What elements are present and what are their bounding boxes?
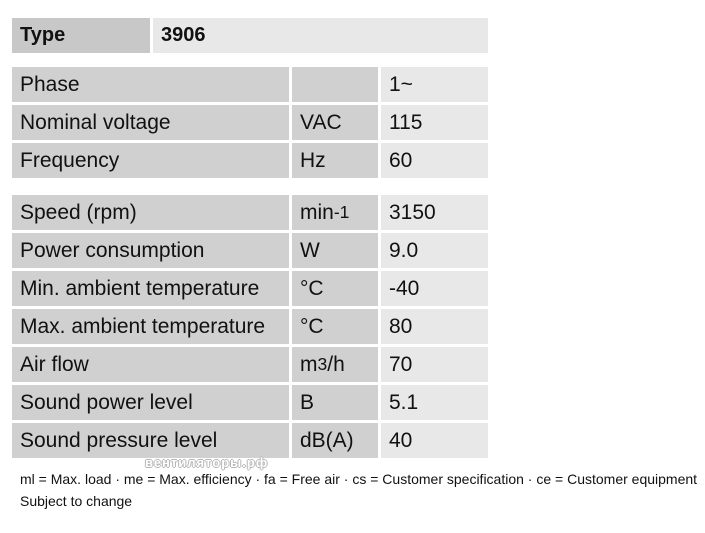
- row-value: -40: [381, 271, 488, 306]
- row-label: Power consumption: [12, 233, 289, 268]
- unit-base: °C: [300, 276, 324, 300]
- table-row: Phase 1~: [12, 67, 488, 102]
- subject-to-change-note: Subject to change: [20, 493, 133, 509]
- row-value: 1~: [381, 67, 488, 102]
- table-row: Min. ambient temperature °C -40: [12, 271, 488, 306]
- unit-superscript: -1: [333, 202, 350, 222]
- table-row: Sound power level B 5.1: [12, 385, 488, 420]
- row-label: Air flow: [12, 347, 289, 382]
- row-unit: m 3/h: [292, 347, 378, 382]
- row-value: 3150: [381, 195, 488, 230]
- row-unit: Hz: [292, 143, 378, 178]
- type-label: Type: [12, 18, 150, 53]
- unit-tail: /h: [327, 352, 345, 376]
- row-value: 80: [381, 309, 488, 344]
- performance-table: Speed (rpm) min -1 3150 Power consumption…: [12, 195, 488, 461]
- unit-superscript: 3: [317, 354, 328, 374]
- watermark: вентиляторы.рф: [145, 455, 269, 470]
- unit-base: W: [300, 238, 320, 262]
- electrical-table: Phase 1~ Nominal voltage VAC 115 Frequen…: [12, 67, 488, 181]
- row-value: 70: [381, 347, 488, 382]
- unit-base: dB(A): [300, 428, 354, 452]
- table-row: Nominal voltage VAC 115: [12, 105, 488, 140]
- row-label: Sound pressure level: [12, 423, 289, 458]
- unit-base: °C: [300, 314, 324, 338]
- row-unit: dB(A): [292, 423, 378, 458]
- row-unit: min -1: [292, 195, 378, 230]
- row-unit: W: [292, 233, 378, 268]
- type-value: 3906: [153, 18, 488, 53]
- table-row: Air flow m 3/h 70: [12, 347, 488, 382]
- row-value: 40: [381, 423, 488, 458]
- row-unit: °C: [292, 309, 378, 344]
- abbreviation-legend: ml = Max. load · me = Max. efficiency · …: [20, 471, 698, 487]
- row-label: Phase: [12, 67, 289, 102]
- table-row: Sound pressure level dB(A) 40: [12, 423, 488, 458]
- row-label: Nominal voltage: [12, 105, 289, 140]
- table-row: Power consumption W 9.0: [12, 233, 488, 268]
- unit-base: B: [300, 390, 315, 414]
- row-value: 9.0: [381, 233, 488, 268]
- unit-base: m: [300, 352, 318, 376]
- row-label: Min. ambient temperature: [12, 271, 289, 306]
- row-label: Speed (rpm): [12, 195, 289, 230]
- row-value: 5.1: [381, 385, 488, 420]
- row-value: 60: [381, 143, 488, 178]
- footnotes: ml = Max. load · me = Max. efficiency · …: [20, 468, 697, 512]
- row-unit: °C: [292, 271, 378, 306]
- table-row: Speed (rpm) min -1 3150: [12, 195, 488, 230]
- row-unit: B: [292, 385, 378, 420]
- row-unit: [292, 67, 378, 102]
- unit-base: min: [300, 200, 334, 224]
- table-row: Frequency Hz 60: [12, 143, 488, 178]
- row-value: 115: [381, 105, 488, 140]
- table-row: Max. ambient temperature °C 80: [12, 309, 488, 344]
- type-row: Type 3906: [12, 18, 488, 53]
- row-unit: VAC: [292, 105, 378, 140]
- row-label: Max. ambient temperature: [12, 309, 289, 344]
- row-label: Sound power level: [12, 385, 289, 420]
- row-label: Frequency: [12, 143, 289, 178]
